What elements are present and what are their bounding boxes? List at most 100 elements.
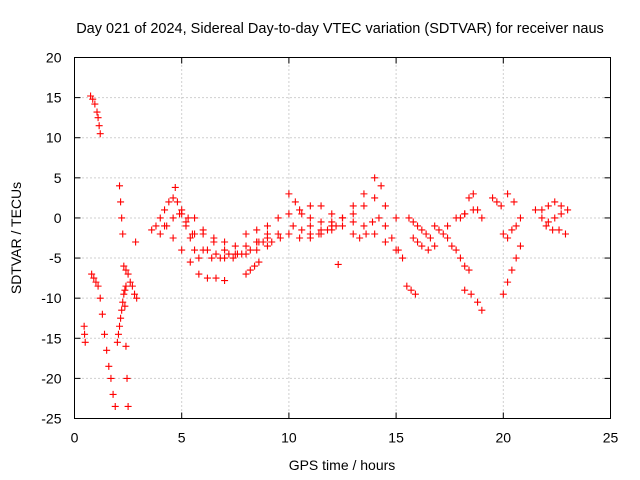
data-point — [448, 242, 456, 250]
data-point — [399, 254, 407, 262]
series-arc-36 — [504, 190, 524, 222]
data-point — [394, 246, 402, 254]
series-arc-29 — [431, 222, 452, 242]
y-tick-label: -10 — [41, 290, 61, 306]
series-arc-12 — [178, 206, 241, 262]
data-point — [349, 230, 357, 238]
series-arc-26 — [405, 214, 426, 234]
data-point — [105, 362, 113, 370]
y-tick-label: -20 — [41, 370, 61, 386]
data-point — [317, 202, 325, 210]
data-point — [89, 95, 97, 103]
data-point — [356, 234, 364, 242]
data-point — [169, 214, 177, 222]
data-point — [317, 226, 325, 234]
data-point — [114, 330, 122, 338]
series-arc-03 — [88, 270, 119, 410]
data-point — [510, 198, 518, 206]
data-point — [186, 234, 194, 242]
y-tick-label: -25 — [41, 411, 61, 427]
data-point — [551, 198, 559, 206]
data-point — [242, 242, 250, 250]
data-point — [298, 210, 306, 218]
data-point — [426, 234, 434, 242]
data-point — [493, 198, 501, 206]
x-tick-label: 5 — [178, 430, 186, 446]
data-point — [156, 214, 164, 222]
data-point — [499, 230, 507, 238]
data-point — [191, 214, 199, 222]
data-point — [315, 230, 323, 238]
data-point — [360, 222, 368, 230]
series-arc-24 — [349, 214, 402, 254]
data-point — [274, 214, 282, 222]
y-tick-label: 0 — [54, 210, 62, 226]
data-point — [296, 234, 304, 242]
data-point — [124, 270, 132, 278]
data-point — [246, 246, 254, 254]
y-tick-label: 10 — [46, 130, 62, 146]
data-point — [121, 302, 129, 310]
series-arc-34 — [489, 194, 505, 210]
data-point — [317, 218, 325, 226]
data-point — [542, 222, 550, 230]
data-point — [504, 278, 512, 286]
data-point — [531, 206, 539, 214]
data-point — [461, 286, 469, 294]
data-point — [123, 374, 131, 382]
data-point — [90, 274, 98, 282]
data-point — [435, 226, 443, 234]
data-point — [242, 270, 250, 278]
data-point — [122, 266, 130, 274]
data-point — [424, 246, 432, 254]
data-point — [121, 286, 129, 294]
x-tick-label: 15 — [388, 430, 404, 446]
data-point — [452, 246, 460, 254]
data-point — [381, 238, 389, 246]
data-point — [109, 390, 117, 398]
data-point — [538, 206, 546, 214]
data-point — [116, 322, 124, 330]
data-point — [94, 114, 102, 122]
data-point — [231, 250, 239, 258]
data-point — [107, 374, 115, 382]
data-point — [128, 282, 136, 290]
data-point — [117, 314, 125, 322]
y-tick-label: 20 — [46, 50, 62, 66]
data-point — [544, 218, 552, 226]
data-point — [148, 226, 156, 234]
series-arc-27 — [409, 234, 432, 254]
data-point — [116, 182, 124, 190]
data-point — [263, 242, 271, 250]
data-point — [431, 242, 439, 250]
data-point — [561, 230, 569, 238]
data-point — [414, 222, 422, 230]
x-tick-label: 0 — [71, 430, 79, 446]
data-point — [161, 222, 169, 230]
series-arc-11 — [161, 222, 229, 285]
data-point — [203, 274, 211, 282]
data-point — [439, 230, 447, 238]
data-point — [444, 234, 452, 242]
series-arc-01 — [80, 322, 89, 346]
series-arc-04 — [113, 282, 130, 346]
series-arc-20 — [289, 222, 340, 238]
series-arc-39 — [538, 198, 565, 214]
plot-frame — [74, 57, 611, 419]
data-point — [212, 250, 220, 258]
data-point — [111, 402, 119, 410]
x-axis-label: GPS time / hours — [289, 457, 396, 473]
y-tick-label: -15 — [41, 330, 61, 346]
data-point — [306, 202, 314, 210]
data-point — [555, 226, 563, 234]
data-point — [210, 234, 218, 242]
data-point — [392, 214, 400, 222]
data-point — [118, 306, 126, 314]
series-arc-09 — [156, 210, 196, 238]
data-point — [191, 230, 199, 238]
data-point — [122, 282, 130, 290]
tick-labels: 0 5 10 15 20 25 -25 -20 -15 -10 -5 0 5 10 15 20 — [41, 50, 618, 446]
series-arc-30 — [448, 242, 473, 274]
data-point — [184, 214, 192, 222]
data-point — [328, 218, 336, 226]
